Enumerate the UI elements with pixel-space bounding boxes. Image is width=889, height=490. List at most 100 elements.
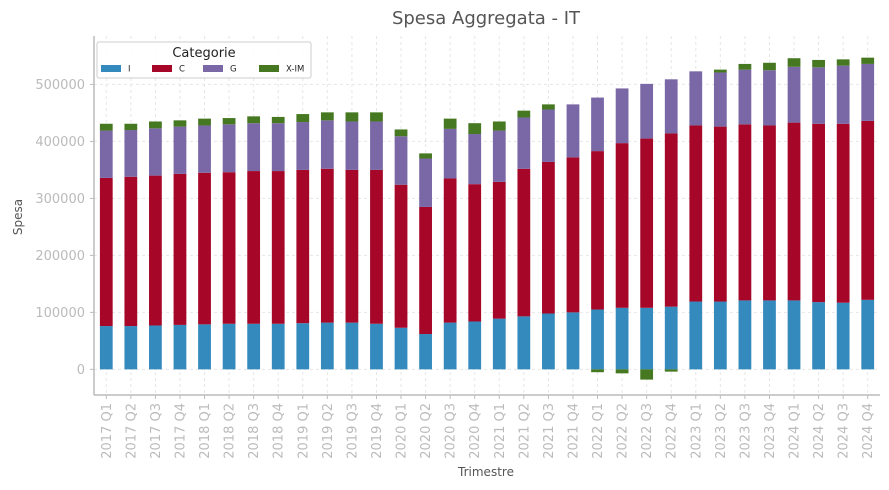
chart-title: Spesa Aggregata - IT	[392, 8, 581, 29]
bar-c-2023-q3	[738, 124, 752, 301]
bar-g-2017-q3	[149, 128, 162, 176]
bar-x-im-2018-q2	[222, 118, 236, 125]
bar-i-2020-q3	[443, 322, 457, 370]
bar-g-2019-q1	[296, 122, 310, 170]
bar-x-im-2019-q1	[296, 114, 310, 123]
bar-i-2022-q2	[615, 307, 629, 370]
bar-c-2023-q4	[763, 125, 776, 301]
legend-swatch-g	[203, 65, 223, 72]
x-tick-label: 2023 Q1	[689, 403, 704, 459]
legend-swatch-c	[152, 65, 172, 72]
bar-c-2018-q3	[247, 171, 261, 324]
x-tick-label: 2017 Q1	[100, 403, 115, 459]
x-tick-label: 2020 Q4	[468, 403, 483, 459]
bar-x-im-2022-q4	[664, 369, 678, 372]
bar-c-2020-q4	[468, 184, 482, 322]
bar-c-2024-q3	[836, 123, 850, 303]
bar-c-2019-q1	[296, 169, 310, 324]
bar-c-2024-q2	[812, 123, 825, 303]
bar-c-2022-q1	[591, 151, 604, 310]
bar-i-2019-q4	[370, 323, 383, 370]
x-tick-label: 2017 Q3	[149, 403, 164, 459]
bar-g-2019-q4	[370, 121, 383, 170]
y-tick-label: 500000	[35, 78, 85, 93]
bar-i-2021-q4	[566, 312, 580, 370]
bar-x-im-2017-q1	[99, 123, 113, 131]
bar-g-2021-q1	[492, 130, 506, 182]
x-tick-label: 2021 Q2	[517, 403, 532, 459]
legend-box	[96, 41, 312, 79]
bar-x-im-2023-q3	[738, 63, 752, 70]
x-tick-label: 2020 Q1	[395, 403, 410, 459]
legend-swatch-i	[101, 65, 121, 72]
x-tick-label: 2021 Q1	[493, 403, 508, 459]
x-tick-label: 2018 Q3	[247, 403, 262, 459]
legend-label-g: G	[230, 65, 237, 75]
bar-c-2018-q1	[198, 172, 211, 325]
x-tick-label: 2022 Q4	[665, 403, 680, 459]
bar-i-2023-q3	[738, 300, 752, 370]
legend-label-c: C	[179, 65, 185, 75]
x-tick-label: 2020 Q3	[444, 403, 459, 459]
bar-i-2022-q3	[640, 307, 654, 370]
y-tick-label: 400000	[35, 135, 85, 150]
bar-i-2021-q3	[542, 313, 555, 370]
bar-c-2017-q2	[124, 176, 138, 327]
x-tick-label: 2018 Q2	[223, 403, 238, 459]
bar-x-im-2019-q2	[320, 112, 334, 121]
bar-c-2022-q3	[640, 138, 654, 308]
bar-c-2022-q2	[615, 143, 629, 308]
bar-c-2021-q1	[492, 181, 506, 319]
bar-c-2018-q4	[271, 171, 285, 324]
bar-c-2021-q3	[542, 161, 555, 314]
bar-g-2018-q1	[198, 125, 211, 173]
bar-g-2024-q3	[836, 65, 850, 124]
bar-g-2017-q2	[124, 130, 138, 177]
x-tick-label: 2024 Q3	[837, 403, 852, 459]
bar-x-im-2024-q1	[787, 58, 801, 67]
bar-i-2020-q2	[419, 334, 432, 370]
bar-x-im-2020-q3	[443, 118, 457, 129]
bar-x-im-2019-q3	[345, 112, 359, 122]
bar-x-im-2020-q1	[394, 129, 408, 137]
bar-g-2020-q4	[468, 134, 482, 185]
bar-i-2024-q3	[836, 302, 850, 370]
bar-g-2020-q1	[394, 136, 408, 185]
bar-i-2018-q2	[222, 323, 236, 370]
legend-title: Categorie	[172, 46, 235, 61]
x-tick-label: 2020 Q2	[419, 403, 434, 459]
bar-i-2018-q4	[271, 323, 285, 370]
bar-i-2021-q1	[492, 318, 506, 370]
bar-i-2017-q2	[124, 326, 138, 370]
bar-g-2022-q2	[615, 88, 629, 144]
bar-i-2023-q1	[689, 301, 703, 370]
bar-g-2024-q2	[812, 67, 825, 124]
bar-x-im-2017-q3	[149, 121, 162, 129]
bar-x-im-2019-q4	[370, 112, 383, 122]
bar-g-2023-q2	[713, 72, 727, 127]
bar-x-im-2022-q3	[640, 369, 654, 380]
bar-c-2020-q1	[394, 184, 408, 328]
x-tick-label: 2022 Q1	[591, 403, 606, 459]
x-tick-label: 2021 Q4	[566, 403, 581, 459]
bar-g-2021-q3	[542, 109, 555, 162]
bar-g-2020-q2	[419, 158, 432, 207]
bar-i-2024-q4	[861, 299, 875, 370]
x-tick-label: 2017 Q4	[173, 403, 188, 459]
bar-x-im-2020-q4	[468, 123, 482, 135]
bar-i-2024-q2	[812, 302, 825, 370]
bar-g-2023-q4	[763, 70, 776, 126]
x-tick-label: 2021 Q3	[542, 403, 557, 459]
bar-g-2022-q3	[640, 83, 654, 139]
bar-c-2021-q2	[517, 168, 531, 317]
bar-c-2024-q4	[861, 120, 875, 300]
bar-x-im-2022-q2	[615, 369, 629, 374]
bar-c-2017-q1	[99, 177, 113, 327]
bar-g-2022-q1	[591, 97, 604, 152]
bar-i-2020-q1	[394, 327, 408, 370]
bar-x-im-2022-q1	[591, 369, 604, 373]
bar-x-im-2017-q4	[173, 120, 187, 127]
bar-g-2024-q4	[861, 63, 875, 121]
x-tick-label: 2017 Q2	[124, 403, 139, 459]
bar-c-2021-q4	[566, 157, 580, 313]
